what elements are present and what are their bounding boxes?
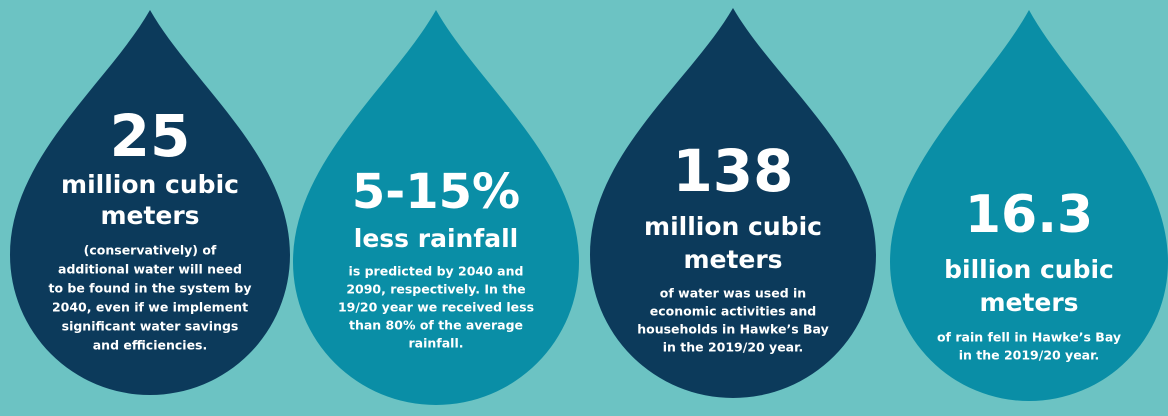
drop-body: than 80% of the average <box>349 318 523 333</box>
drop-body: 19/20 year we received less <box>338 300 534 315</box>
drop-body: in the 2019/20 year. <box>663 340 804 355</box>
drop-number: 5-15% <box>352 164 520 220</box>
drop-number: 16.3 <box>965 185 1093 245</box>
drop-headline: meters <box>979 288 1078 317</box>
water-drop <box>10 10 290 395</box>
drop-headline: meters <box>683 245 782 274</box>
drop-body: rainfall. <box>409 336 464 351</box>
water-drop <box>293 10 579 405</box>
drop-headline: million cubic <box>644 212 822 241</box>
drop-body: (conservatively) of <box>84 243 217 258</box>
water-drop <box>590 8 876 398</box>
drop-body: of water was used in <box>660 286 806 301</box>
drop-body: of rain fell in Hawke’s Bay <box>937 330 1121 345</box>
drop-headline: meters <box>100 201 199 230</box>
drop-headline: billion cubic <box>944 255 1114 284</box>
drop-headline: million cubic <box>61 170 239 199</box>
drop-body: significant water savings <box>62 319 239 334</box>
drop-body: economic activities and <box>650 304 816 319</box>
drop-body: and efficiencies. <box>93 338 207 353</box>
drop-body: households in Hawke’s Bay <box>637 322 829 337</box>
drop-number: 25 <box>110 102 191 170</box>
drop-body: 2090, respectively. In the <box>346 282 525 297</box>
water-drop <box>890 10 1168 401</box>
drop-body: in the 2019/20 year. <box>959 348 1100 363</box>
drop-headline: less rainfall <box>354 224 518 253</box>
drop-body: additional water will need <box>58 262 242 277</box>
drop-body: is predicted by 2040 and <box>349 264 524 279</box>
drop-body: to be found in the system by <box>48 281 251 296</box>
drop-number: 138 <box>672 137 793 205</box>
drop-body: 2040, even if we implement <box>52 300 248 315</box>
